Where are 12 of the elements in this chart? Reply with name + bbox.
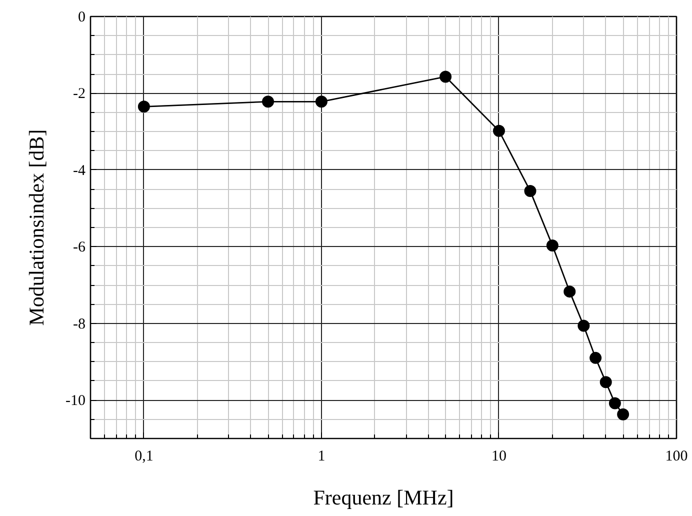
y-tick-label: 0 [78,10,86,26]
y-tick-label: -8 [73,316,86,332]
x-axis-title: Frequenz [MHz] [313,486,454,510]
y-axis-title: Modulationsindex [dB] [24,129,49,326]
y-tick-label: -10 [66,393,86,410]
y-tick-label: -4 [73,162,86,179]
x-tick-label: 1 [318,448,326,464]
y-tick-label: -6 [73,240,86,256]
x-tick-label: 0,1 [134,448,154,464]
x-tick-label: 100 [665,448,688,464]
x-tick-label: 10 [491,448,506,464]
y-tick-label: -2 [73,86,86,102]
